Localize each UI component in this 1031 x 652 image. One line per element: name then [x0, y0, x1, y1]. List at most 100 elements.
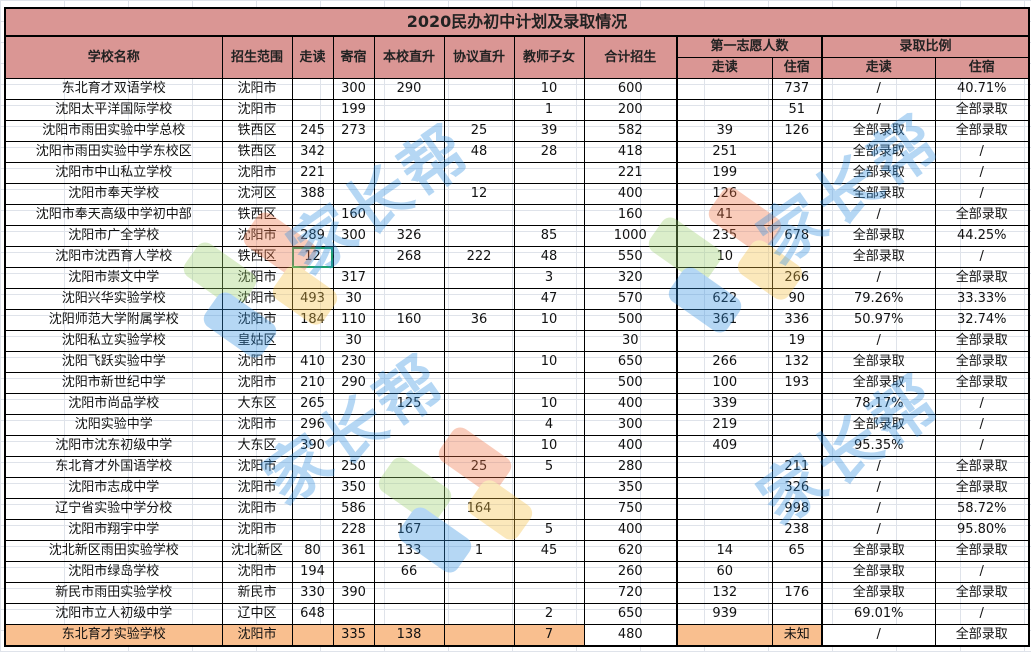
cell-school-name[interactable]: 沈阳市沈东初级中学	[4, 435, 223, 457]
cell-total[interactable]: 400	[583, 519, 678, 541]
cell-ratio-board[interactable]: 全部录取	[934, 477, 1030, 499]
cell-ratio-board[interactable]: /	[934, 246, 1030, 268]
cell-ratio-board[interactable]: 全部录取	[934, 267, 1030, 289]
header-direct-agreement[interactable]: 协议直升	[443, 35, 515, 79]
cell-day[interactable]	[291, 204, 334, 226]
cell-first-choice-board[interactable]	[771, 141, 823, 163]
cell-first-choice-board[interactable]	[771, 162, 823, 184]
cell-school-name[interactable]: 新民市雨田实验学校	[4, 582, 223, 604]
cell-direct-own[interactable]: 290	[373, 78, 445, 100]
cell-teacher-children[interactable]: 5	[513, 456, 585, 478]
cell-first-choice-day[interactable]: 266	[676, 351, 773, 373]
cell-first-choice-day[interactable]	[676, 477, 773, 499]
cell-teacher-children[interactable]: 28	[513, 141, 585, 163]
cell-school-name[interactable]: 沈阳太平洋国际学校	[4, 99, 223, 121]
cell-total[interactable]: 418	[583, 141, 678, 163]
cell-ratio-board[interactable]: 44.25%	[934, 225, 1030, 247]
cell-direct-agreement[interactable]: 48	[443, 141, 515, 163]
cell-total[interactable]: 550	[583, 246, 678, 268]
cell-school-name[interactable]: 沈阳市沈西育人学校	[4, 246, 223, 268]
cell-first-choice-board[interactable]	[771, 183, 823, 205]
header-ratio-board[interactable]: 住宿	[934, 57, 1030, 79]
header-ratio-day[interactable]: 走读	[821, 57, 936, 79]
cell-school-name[interactable]: 沈阳市志成中学	[4, 477, 223, 499]
cell-first-choice-board[interactable]: 238	[771, 519, 823, 541]
cell-range[interactable]: 沈阳市	[221, 99, 293, 121]
cell-range[interactable]: 铁西区	[221, 204, 293, 226]
cell-school-name[interactable]: 东北育才外国语学校	[4, 456, 223, 478]
cell-direct-own[interactable]	[373, 330, 445, 352]
selected-cell[interactable]: 12	[291, 246, 334, 268]
cell-direct-own[interactable]	[373, 582, 445, 604]
cell-board[interactable]: 273	[332, 120, 375, 142]
cell-teacher-children[interactable]: 10	[513, 78, 585, 100]
cell-range[interactable]: 大东区	[221, 393, 293, 415]
cell-teacher-children[interactable]: 39	[513, 120, 585, 142]
cell-teacher-children[interactable]: 48	[513, 246, 585, 268]
cell-range[interactable]: 沈阳市	[221, 309, 293, 331]
cell-direct-agreement[interactable]: 1	[443, 540, 515, 562]
cell-total[interactable]: 570	[583, 288, 678, 310]
cell-first-choice-board[interactable]: 19	[771, 330, 823, 352]
cell-ratio-board[interactable]: /	[934, 435, 1030, 457]
cell-day[interactable]: 388	[291, 183, 334, 205]
header-ratio[interactable]: 录取比例	[821, 35, 1030, 58]
cell-teacher-children[interactable]: 3	[513, 267, 585, 289]
cell-day[interactable]: 184	[291, 309, 334, 331]
cell-teacher-children[interactable]: 47	[513, 288, 585, 310]
cell-range[interactable]: 铁西区	[221, 141, 293, 163]
cell-first-choice-board[interactable]	[771, 414, 823, 436]
cell-ratio-day[interactable]: 全部录取	[821, 582, 936, 604]
cell-first-choice-day[interactable]: 939	[676, 603, 773, 625]
cell-direct-agreement[interactable]: 25	[443, 456, 515, 478]
cell-ratio-board[interactable]: /	[934, 414, 1030, 436]
cell-ratio-day[interactable]: 全部录取	[821, 351, 936, 373]
cell-day[interactable]	[291, 330, 334, 352]
cell-school-name[interactable]: 沈阳市雨田实验中学总校	[4, 120, 223, 142]
cell-teacher-children[interactable]	[513, 183, 585, 205]
cell-board[interactable]: 300	[332, 78, 375, 100]
cell-total[interactable]: 400	[583, 393, 678, 415]
cell-direct-agreement[interactable]	[443, 561, 515, 583]
cell-range[interactable]: 铁西区	[221, 246, 293, 268]
cell-range[interactable]: 辽中区	[221, 603, 293, 625]
cell-direct-agreement[interactable]	[443, 351, 515, 373]
cell-range[interactable]: 沈阳市	[221, 351, 293, 373]
cell-direct-own[interactable]	[373, 99, 445, 121]
cell-ratio-board[interactable]: 58.72%	[934, 498, 1030, 520]
cell-first-choice-board[interactable]	[771, 561, 823, 583]
cell-board[interactable]: 228	[332, 519, 375, 541]
cell-direct-own[interactable]	[373, 372, 445, 394]
cell-ratio-day[interactable]: 全部录取	[821, 372, 936, 394]
cell-total[interactable]: 221	[583, 162, 678, 184]
cell-school-name[interactable]: 沈阳飞跃实验中学	[4, 351, 223, 373]
cell-ratio-board[interactable]: /	[934, 561, 1030, 583]
cell-teacher-children[interactable]: 10	[513, 435, 585, 457]
cell-board[interactable]: 30	[332, 330, 375, 352]
cell-first-choice-day[interactable]: 235	[676, 225, 773, 247]
cell-day[interactable]: 330	[291, 582, 334, 604]
cell-first-choice-day[interactable]	[676, 267, 773, 289]
cell-direct-own[interactable]	[373, 456, 445, 478]
cell-teacher-children[interactable]: 10	[513, 309, 585, 331]
cell-board[interactable]: 160	[332, 204, 375, 226]
cell-day[interactable]	[291, 498, 334, 520]
header-direct-own[interactable]: 本校直升	[373, 35, 445, 79]
cell-direct-agreement[interactable]	[443, 393, 515, 415]
cell-board[interactable]	[332, 162, 375, 184]
cell-first-choice-day[interactable]: 361	[676, 309, 773, 331]
cell-direct-own[interactable]	[373, 498, 445, 520]
cell-board[interactable]	[332, 141, 375, 163]
cell-total[interactable]: 260	[583, 561, 678, 583]
cell-first-choice-day[interactable]	[676, 498, 773, 520]
cell-ratio-board[interactable]: /	[934, 162, 1030, 184]
cell-day[interactable]: 80	[291, 540, 334, 562]
cell-day[interactable]: 289	[291, 225, 334, 247]
cell-direct-agreement[interactable]	[443, 162, 515, 184]
cell-first-choice-board[interactable]	[771, 393, 823, 415]
cell-school-name[interactable]: 沈阳私立实验学校	[4, 330, 223, 352]
cell-board[interactable]	[332, 561, 375, 583]
cell-school-name[interactable]: 东北育才实验学校	[4, 624, 223, 647]
header-school-name[interactable]: 学校名称	[4, 35, 223, 79]
cell-teacher-children[interactable]: 45	[513, 540, 585, 562]
